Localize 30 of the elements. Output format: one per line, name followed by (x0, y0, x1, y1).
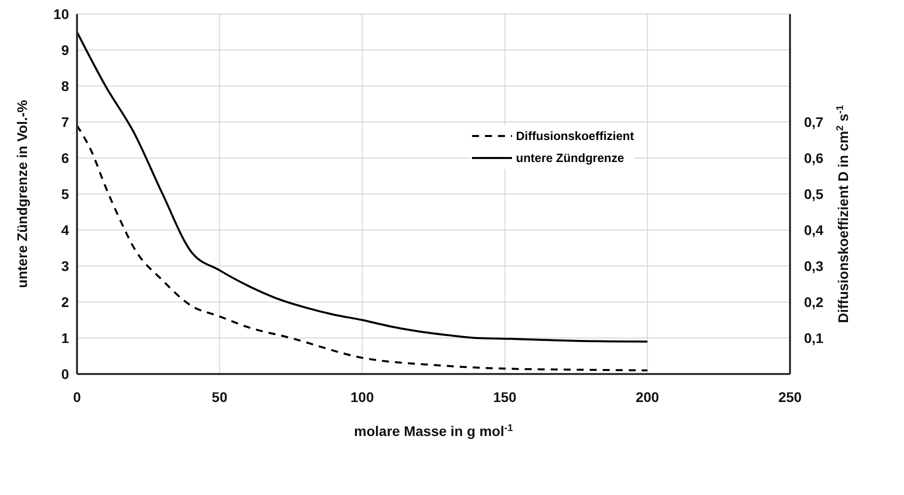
y-tick-label: 9 (61, 42, 70, 58)
y2-tick-label: 0,3 (804, 258, 824, 274)
y2-tick-label: 0,5 (804, 186, 824, 202)
x-tick-label: 250 (778, 388, 802, 405)
y-axis-title: untere Zündgrenze in Vol.-% (14, 99, 30, 288)
x-tick-label: 50 (212, 388, 228, 405)
y2-tick-label: 0,2 (804, 294, 824, 310)
y2-tick-label: 0,4 (804, 222, 824, 238)
x-tick-label: 0 (73, 388, 82, 405)
y-tick-label: 2 (61, 294, 70, 310)
y-tick-label: 6 (61, 150, 70, 166)
legend-label: untere Zündgrenze (516, 151, 624, 165)
line-series (77, 124, 648, 372)
y-tick-label: 8 (61, 78, 70, 94)
y-tick-label: 5 (61, 186, 70, 202)
y-tick-label: 7 (61, 114, 70, 130)
y2-tick-label: 0,7 (804, 114, 824, 130)
x-axis-title: molare Masse in g mol$^{-1}$ (354, 422, 514, 439)
y-tick-label: 3 (61, 258, 70, 274)
y2-tick-label: 0,1 (804, 330, 824, 346)
x-tick-label: 200 (636, 388, 660, 405)
x-tick-label: 100 (350, 388, 374, 405)
y-tick-label: 1 (61, 330, 70, 346)
line-series (77, 31, 648, 343)
y2-tick-label: 0,6 (804, 150, 824, 166)
y-tick-label: 4 (61, 222, 70, 238)
x-tick-label: 150 (493, 388, 517, 405)
legend-label: Diffusionskoeffizient (516, 129, 634, 143)
y-tick-label: 10 (53, 6, 70, 22)
y-tick-label: 0 (61, 366, 70, 382)
